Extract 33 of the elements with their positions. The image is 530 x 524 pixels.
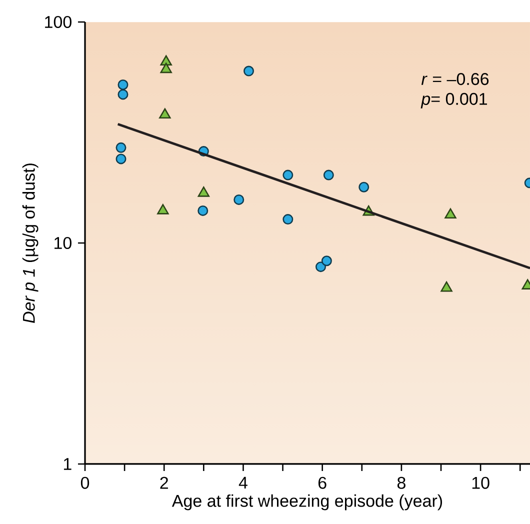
point <box>440 281 452 292</box>
point <box>282 170 294 180</box>
x-axis-title: Age at first wheezing episode (year) <box>172 494 442 510</box>
x-tick-label: 2 <box>160 476 168 489</box>
point <box>198 205 208 216</box>
point <box>198 186 210 197</box>
point <box>444 208 456 219</box>
y-tick-label: 100 <box>45 16 72 28</box>
y-axis-title: Der p 1 (µg/g of dust) <box>22 164 38 323</box>
annotation: r = –0.66 <box>421 73 489 86</box>
x-tick-label: 4 <box>238 476 248 489</box>
annotation: p= 0.001 <box>420 92 487 108</box>
point <box>321 256 332 266</box>
point <box>157 204 169 214</box>
point <box>323 170 334 180</box>
point <box>160 55 172 66</box>
point <box>358 182 370 192</box>
point <box>159 108 171 119</box>
x-tick-label: 0 <box>80 476 90 489</box>
point <box>118 80 128 90</box>
point <box>234 194 244 205</box>
x-tick-label: 6 <box>318 476 326 489</box>
y-tick-label: 1 <box>64 458 72 470</box>
point <box>282 214 294 225</box>
point <box>116 142 126 153</box>
point <box>118 89 128 100</box>
point <box>160 62 172 74</box>
x-tick-label: 8 <box>397 476 406 489</box>
point <box>244 66 254 76</box>
y-tick-label: 10 <box>54 236 72 250</box>
point <box>116 154 126 164</box>
x-tick-label: 10 <box>472 476 490 489</box>
point <box>316 262 326 272</box>
